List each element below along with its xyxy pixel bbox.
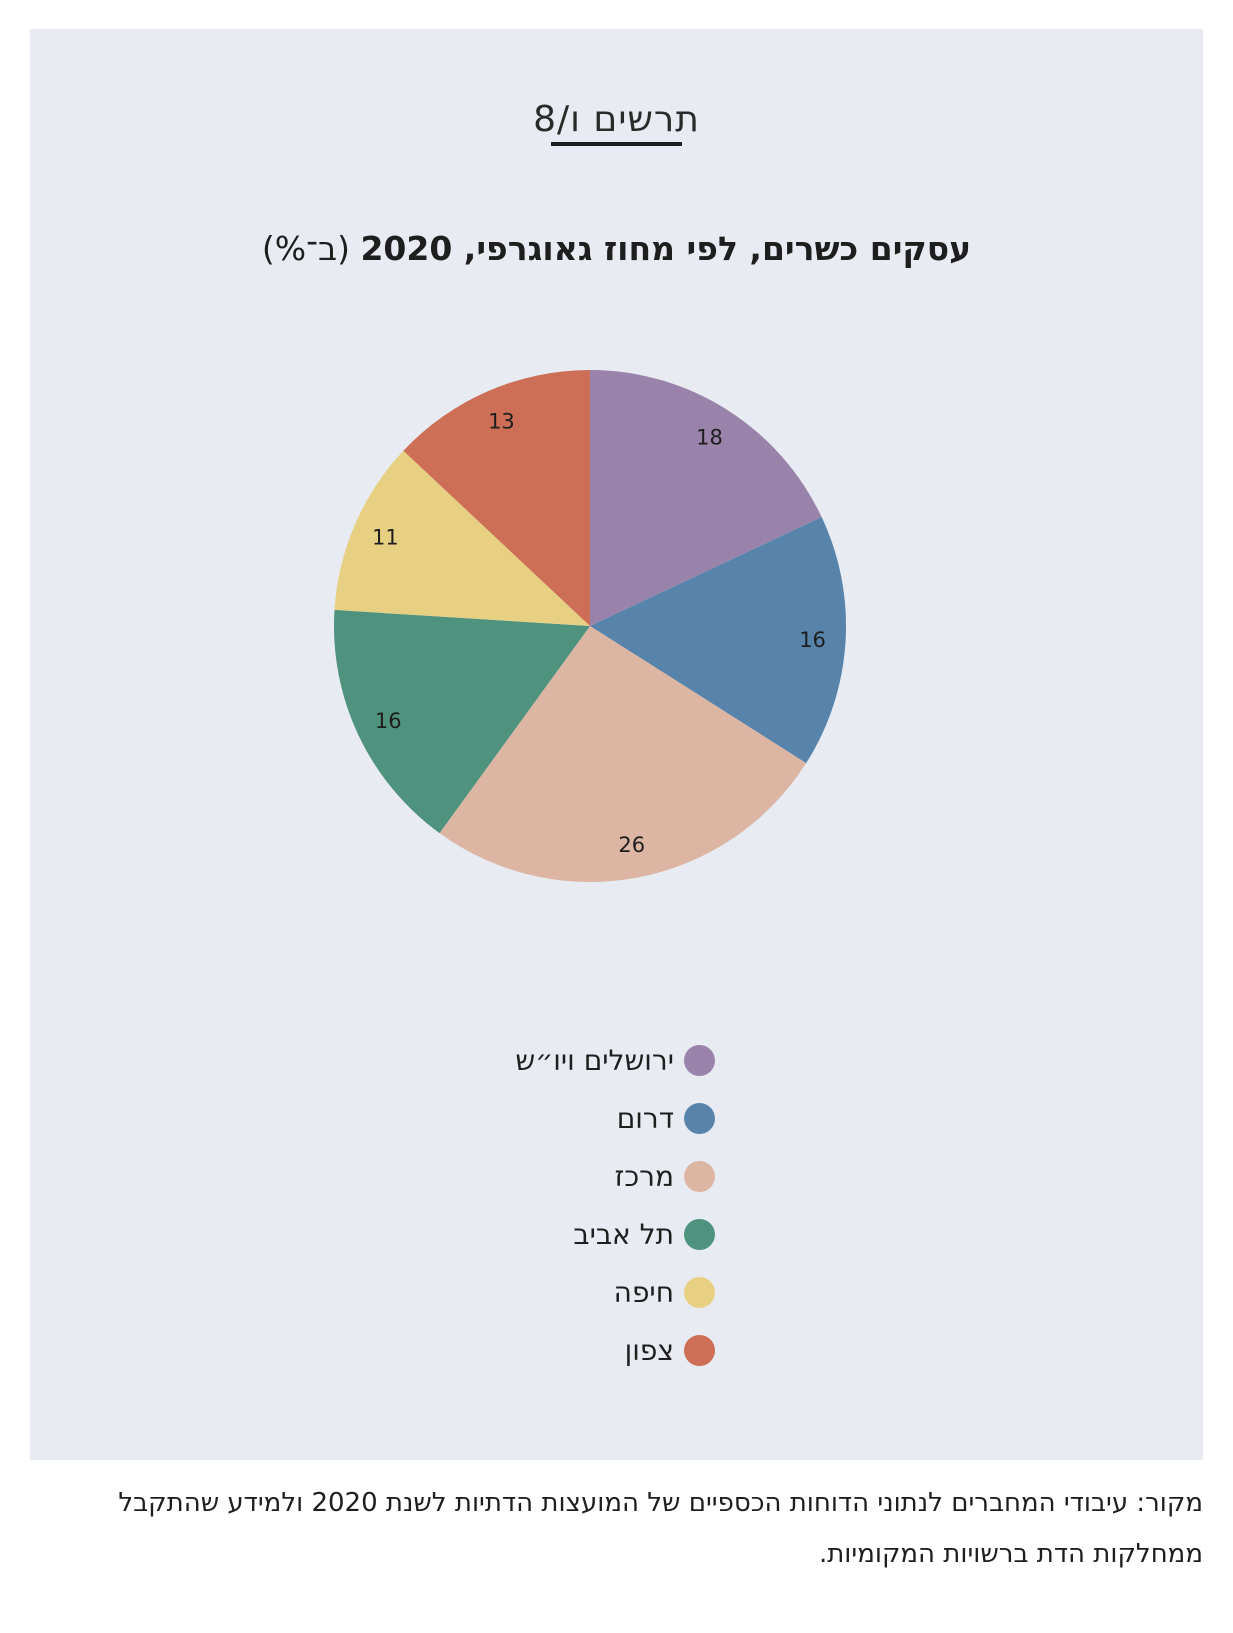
legend-item-tel-aviv: תל אביב [515,1205,715,1263]
pie-slice-label-south: 16 [799,628,826,652]
legend-swatch-center [684,1160,715,1192]
pie-slice-haifa [334,450,590,626]
pie-chart: 18 16 26 16 11 13 [334,370,846,882]
chart-panel: תרשים ו/8 עסקים כשרים, לפי מחוז גאוגרפי,… [30,29,1203,1460]
source-note: מקור: עיבודי המחברים לנתוני הדוחות הכספי… [118,1488,1203,1569]
pie-slice-label-center: 26 [618,833,645,857]
pie-slice-tel-aviv [334,609,590,834]
pie-slice-south [590,517,846,764]
legend-swatch-jerusalem [684,1044,715,1076]
pie-slice-center [439,626,807,882]
legend-item-south: דרום [515,1089,715,1147]
pie-slice-label-tel-aviv: 16 [375,709,402,733]
legend-label-tel-aviv: תל אביב [573,1217,674,1251]
legend-item-haifa: חיפה [515,1263,715,1321]
chart-title-unit: (ב־%) [261,229,350,268]
legend-label-haifa: חיפה [613,1275,674,1309]
pie-slice-label-haifa: 11 [372,525,399,549]
legend-swatch-haifa [684,1276,715,1308]
figure-label: תרשים ו/8 [533,99,700,140]
legend-item-jerusalem: ירושלים ויו״ש [515,1031,715,1089]
chart-title: עסקים כשרים, לפי מחוז גאוגרפי, 2020 (ב־%… [30,229,1203,268]
legend-swatch-tel-aviv [684,1218,715,1250]
legend-label-jerusalem: ירושלים ויו״ש [515,1043,674,1077]
title-divider [551,142,682,146]
chart-title-text: עסקים כשרים, לפי מחוז גאוגרפי, 2020 [360,229,972,268]
legend-item-center: מרכז [515,1147,715,1205]
pie-slice-label-jerusalem: 18 [696,426,723,450]
legend-label-south: דרום [616,1101,674,1135]
legend-swatch-north [684,1334,715,1366]
pie-slice-jerusalem [590,370,822,626]
legend-swatch-south [684,1102,715,1134]
pie-slice-label-north: 13 [488,409,515,433]
legend-label-north: צפון [624,1333,674,1367]
legend: ירושלים ויו״ש דרום מרכז תל אביב חיפה צפון [515,1031,715,1379]
pie-slice-north [403,370,590,626]
legend-item-north: צפון [515,1321,715,1379]
legend-label-center: מרכז [614,1159,674,1193]
